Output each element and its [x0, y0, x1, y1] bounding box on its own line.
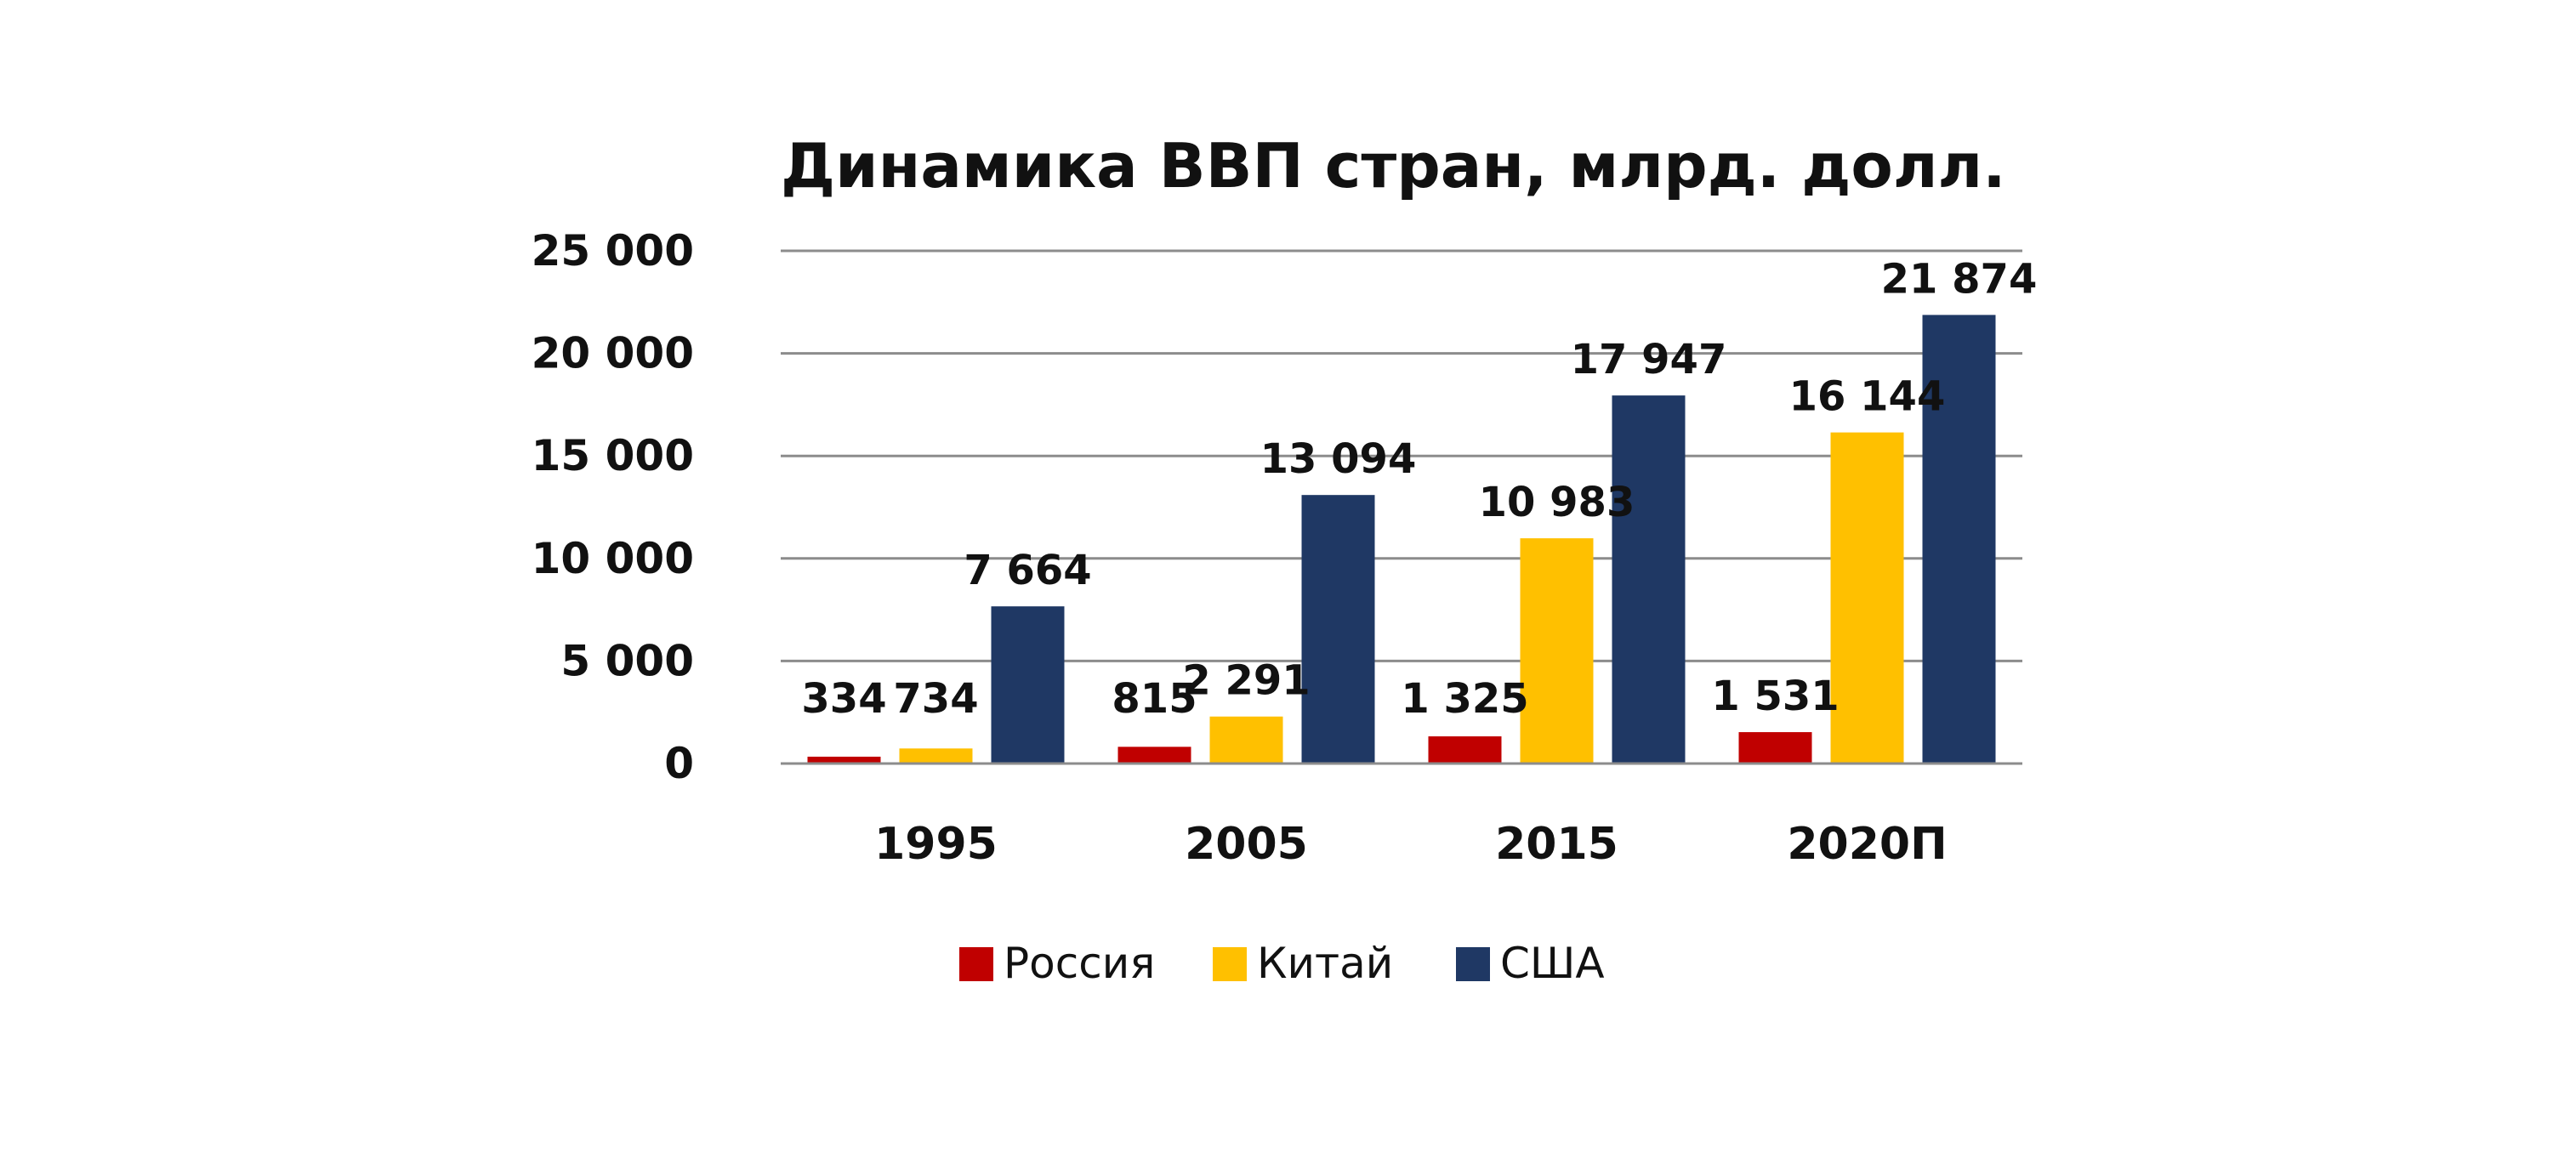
chart-title: Динамика ВВП стран, млрд. долл. [781, 130, 2006, 202]
data-label: 13 094 [1260, 435, 1417, 483]
bar-Россия-2005 [1117, 747, 1191, 764]
legend-swatch-Китай [1213, 947, 1247, 981]
y-tick-label: 20 000 [532, 329, 694, 378]
y-tick-label: 10 000 [532, 534, 694, 583]
data-label: 7 664 [964, 547, 1091, 594]
legend-label: Россия [1004, 939, 1155, 988]
data-label: 1 531 [1711, 673, 1839, 720]
bar-Россия-2020П [1738, 732, 1812, 764]
bar-США-2020П [1922, 315, 1996, 764]
x-category-label: 2020П [1787, 819, 1947, 870]
bar-Китай-1995 [899, 748, 973, 764]
data-label: 16 144 [1789, 373, 1946, 421]
data-label: 2 291 [1182, 657, 1310, 705]
x-category-label: 2015 [1495, 819, 1618, 870]
y-tick-label: 5 000 [560, 636, 694, 685]
y-axis-ticks: 0 5 000 10 000 15 000 20 000 25 000 [532, 226, 694, 788]
legend-label: США [1500, 939, 1605, 988]
bar-США-2015 [1612, 395, 1686, 764]
data-label: 815 [1112, 675, 1197, 723]
legend: Россия Китай США [959, 939, 1605, 988]
bar-Китай-2020П [1830, 432, 1904, 764]
bar-США-2005 [1301, 495, 1375, 764]
legend-swatch-США [1456, 947, 1490, 981]
gridlines [781, 249, 2022, 662]
y-tick-label: 15 000 [532, 431, 694, 480]
bar-Китай-2015 [1520, 538, 1594, 764]
bar-Россия-2015 [1428, 736, 1502, 764]
bars [807, 315, 1996, 764]
legend-label: Китай [1257, 939, 1393, 988]
data-label: 734 [893, 675, 978, 723]
y-tick-label: 25 000 [532, 226, 694, 275]
data-label: 334 [801, 675, 886, 723]
x-category-label: 2005 [1185, 819, 1308, 870]
bar-Китай-2005 [1209, 716, 1283, 764]
data-label: 21 874 [1881, 255, 2038, 303]
data-label: 10 983 [1479, 479, 1635, 526]
legend-swatch-Россия [959, 947, 993, 981]
x-axis-categories: 1995 2005 2015 2020П [874, 819, 1947, 870]
data-label: 1 325 [1401, 675, 1528, 723]
bar-Россия-1995 [807, 756, 881, 764]
y-tick-label: 0 [664, 739, 694, 788]
data-label: 17 947 [1571, 336, 1727, 383]
bar-США-1995 [991, 606, 1065, 764]
x-category-label: 1995 [874, 819, 998, 870]
